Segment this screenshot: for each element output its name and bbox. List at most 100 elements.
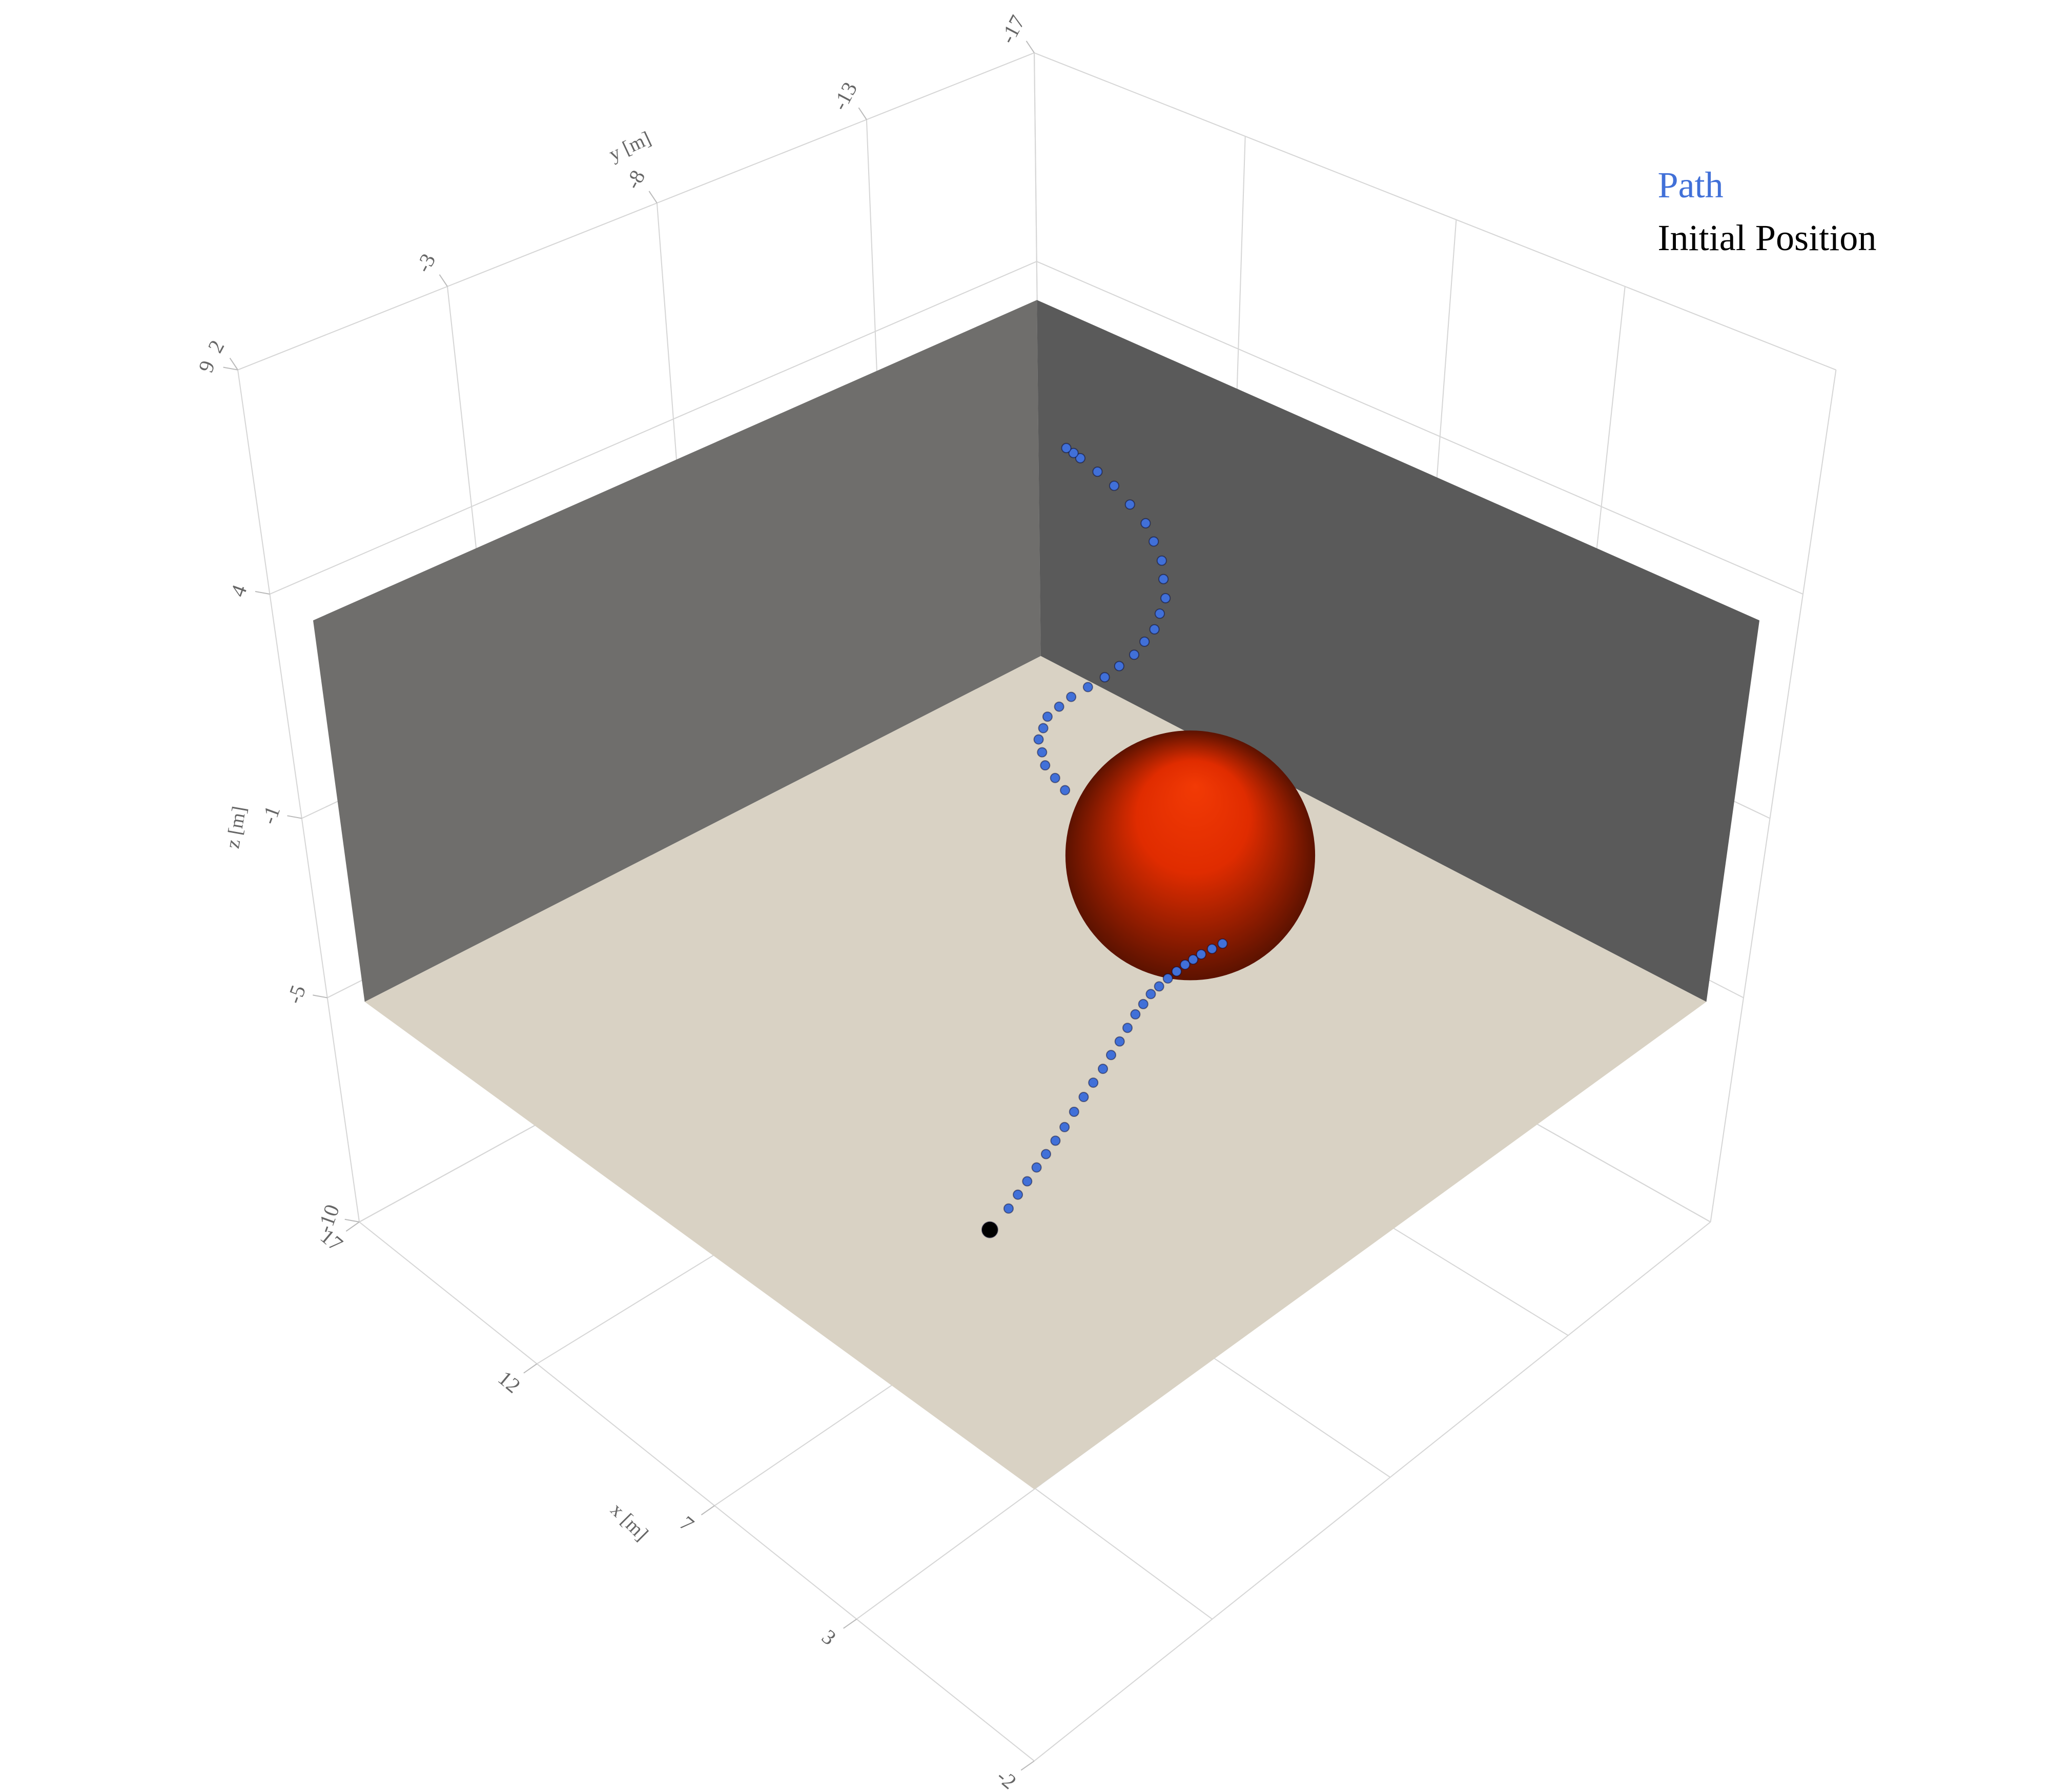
marker — [1069, 1106, 1079, 1117]
marker — [1075, 453, 1085, 463]
marker — [1060, 785, 1071, 796]
room — [313, 300, 1760, 1490]
marker — [1037, 747, 1048, 758]
z-tick-label: 9 — [194, 357, 219, 375]
marker — [1068, 447, 1079, 458]
marker — [1040, 760, 1051, 771]
marker — [1078, 1092, 1089, 1103]
marker — [1196, 949, 1206, 960]
obstacle — [1065, 730, 1316, 981]
grid-line — [1710, 370, 1837, 1223]
y-tick-label: 2 — [203, 336, 229, 357]
marker — [1013, 1189, 1023, 1200]
marker — [1061, 443, 1072, 454]
wall — [313, 300, 1041, 1002]
points-front — [981, 443, 1228, 1238]
axis-title: y [m] — [606, 128, 654, 166]
marker — [1130, 1009, 1141, 1020]
marker — [1097, 1064, 1109, 1074]
marker — [1099, 672, 1110, 683]
marker — [1022, 1176, 1033, 1187]
obstacle-sphere — [1065, 730, 1316, 981]
y-tick-label: -13 — [828, 78, 862, 114]
tick-mark — [313, 994, 327, 999]
marker — [1187, 954, 1199, 965]
tick-mark — [344, 1218, 360, 1223]
grid-line — [237, 52, 1035, 371]
marker — [1050, 1135, 1061, 1146]
floor — [364, 656, 1707, 1490]
marker — [1114, 661, 1124, 671]
marker — [1082, 682, 1093, 693]
marker — [1156, 555, 1167, 566]
marker — [1003, 1203, 1014, 1214]
grid-line — [1034, 52, 1836, 371]
marker — [1066, 691, 1077, 702]
marker — [1217, 938, 1228, 949]
marker — [1160, 593, 1171, 604]
axis-title: x [m] — [606, 1499, 652, 1545]
y-tick-label: -17 — [995, 11, 1029, 47]
marker — [1145, 989, 1156, 1000]
marker — [1129, 649, 1140, 660]
marker — [1154, 981, 1164, 992]
y-tick-label: -3 — [411, 250, 440, 276]
marker — [1114, 1036, 1125, 1047]
x-tick-label: 7 — [675, 1511, 699, 1536]
tick-mark — [843, 1618, 857, 1629]
marker — [1050, 772, 1060, 783]
axis-title: z [m] — [222, 805, 251, 850]
tick-mark — [229, 357, 238, 371]
tick-mark — [523, 1363, 538, 1374]
marker — [981, 1221, 998, 1238]
marker — [1031, 1162, 1042, 1173]
marker — [1140, 518, 1151, 528]
x-tick-label: 3 — [817, 1625, 840, 1650]
legend-entry[interactable]: Path — [1657, 165, 1723, 206]
marker — [1124, 499, 1135, 510]
marker — [1122, 1023, 1133, 1033]
grid-line — [359, 1221, 1035, 1762]
y-tick-label: -8 — [621, 166, 650, 193]
tick-mark — [701, 1505, 715, 1516]
marker — [1180, 959, 1191, 970]
marker — [1040, 1149, 1052, 1159]
marker — [1149, 624, 1160, 635]
marker — [1109, 480, 1120, 491]
grid-line — [1034, 1221, 1711, 1762]
tick-mark — [345, 1221, 360, 1232]
tick-mark — [223, 366, 238, 371]
tick-mark — [1020, 1760, 1035, 1771]
legend: Path Initial Position — [1657, 165, 1876, 258]
marker — [1162, 973, 1173, 984]
marker — [1158, 574, 1169, 584]
grid-line — [1036, 261, 1803, 595]
x-tick-label: 12 — [494, 1366, 525, 1398]
z-tick-label: -1 — [256, 803, 284, 827]
marker — [1138, 999, 1149, 1009]
marker — [1059, 1122, 1070, 1132]
wall — [1037, 300, 1760, 1002]
z-tick-label: -5 — [282, 982, 310, 1007]
z-tick-label: 4 — [225, 582, 251, 600]
tick-mark — [1026, 40, 1035, 53]
marker — [1171, 966, 1182, 977]
marker — [1054, 701, 1064, 712]
marker — [1105, 1050, 1117, 1061]
tick-mark — [255, 590, 270, 595]
marker — [1206, 944, 1218, 954]
marker — [1088, 1077, 1099, 1088]
marker — [1033, 734, 1044, 745]
marker — [1042, 711, 1053, 722]
marker — [1092, 466, 1103, 477]
tick-mark — [439, 274, 448, 287]
x-tick-label: -2 — [992, 1764, 1021, 1792]
marker — [1154, 608, 1165, 619]
tick-mark — [858, 107, 867, 120]
tick-mark — [287, 815, 302, 819]
marker — [1139, 636, 1150, 647]
legend-entry[interactable]: Initial Position — [1657, 217, 1876, 258]
tick-mark — [648, 191, 658, 203]
